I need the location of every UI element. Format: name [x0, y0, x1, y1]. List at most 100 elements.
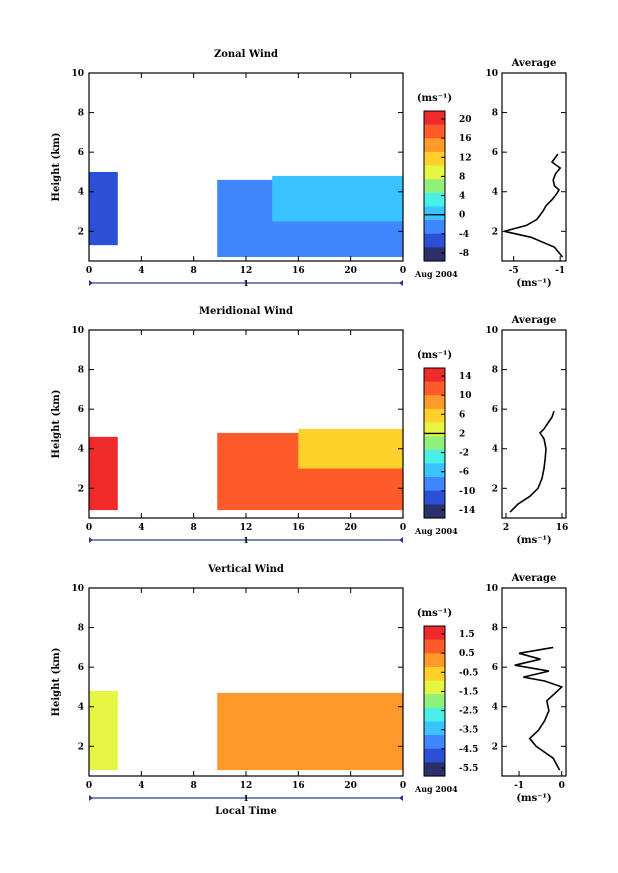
colorbar-band: [424, 388, 445, 396]
colorbar-tick-label: 10: [459, 391, 472, 401]
y-tick-label: 2: [78, 742, 84, 752]
colorbar-band: [424, 769, 445, 777]
colorbar-band: [424, 192, 445, 201]
y-tick-label: 6: [78, 663, 84, 673]
average-x-tick-label: 16: [556, 523, 569, 533]
average-y-tick-label: 6: [492, 405, 498, 415]
colorbar-band: [424, 111, 445, 119]
colorbar-band: [424, 755, 445, 763]
colorbar-band: [424, 735, 445, 743]
colorbar-band: [424, 694, 445, 702]
average-title: Average: [511, 315, 557, 326]
colorbar-band: [424, 449, 445, 458]
average-profile-line: [509, 410, 555, 513]
colorbar-band: [424, 443, 445, 451]
y-axis-label: Height (km): [51, 390, 62, 459]
colorbar-band: [424, 762, 445, 770]
panel-title: Meridional Wind: [199, 306, 293, 317]
x-tick-label: 8: [191, 266, 197, 276]
date-axis-marker: [399, 537, 403, 543]
colorbar-band: [424, 138, 445, 146]
colorbar-band: [424, 639, 445, 648]
date-day-label: 1: [243, 278, 249, 288]
date-axis-marker: [89, 280, 93, 286]
colorbar-tick-label: -2.5: [459, 707, 478, 717]
colorbar-frame: [423, 110, 446, 262]
x-tick-label: 12: [240, 781, 253, 791]
colorbar-band: [424, 646, 445, 654]
colorbar-band: [424, 226, 445, 235]
colorbar-tick-label: -8: [459, 249, 469, 259]
colorbar-band: [424, 220, 445, 228]
colorbar-band: [424, 714, 445, 723]
colorbar-tick-label: -1.5: [459, 687, 478, 697]
x-tick-label: 4: [138, 523, 144, 533]
colorbar-tick-label: -10: [459, 487, 475, 497]
colorbar-band: [424, 395, 445, 403]
y-tick-label: 10: [71, 326, 84, 336]
panel-title: Zonal Wind: [214, 49, 278, 60]
colorbar-band: [424, 660, 445, 668]
colorbar-tick-label: 0: [459, 211, 465, 221]
colorbar-band: [424, 422, 445, 430]
colorbar-band: [424, 504, 445, 512]
average-frame: [501, 587, 567, 777]
average-y-tick-label: 8: [492, 109, 498, 119]
data-block: [298, 428, 403, 469]
colorbar-tick-label: -4: [459, 230, 469, 240]
colorbar-band: [424, 408, 445, 417]
date-day-label: 1: [243, 793, 249, 803]
colorbar-band: [424, 381, 445, 390]
colorbar-band: [424, 701, 445, 709]
colorbar-tick-label: 1.5: [459, 630, 475, 640]
colorbar-band: [424, 456, 445, 465]
colorbar-band: [424, 117, 445, 126]
colorbar-tick-label: 16: [459, 134, 472, 144]
colorbar-band: [424, 145, 445, 153]
date-month-label: Aug 2004: [414, 269, 458, 279]
y-tick-label: 4: [78, 703, 84, 713]
colorbar-band: [424, 158, 445, 167]
x-tick-label: 0: [86, 781, 92, 791]
colorbar-tick-label: 12: [459, 153, 472, 163]
average-title: Average: [511, 58, 557, 69]
average-y-tick-label: 4: [492, 188, 498, 198]
colorbar-tick-label: -5.5: [459, 764, 478, 774]
colorbar-unit: (ms⁻¹): [417, 93, 452, 104]
colorbar-tick-label: -14: [459, 506, 475, 516]
x-tick-label: 20: [344, 266, 357, 276]
colorbar-frame: [423, 625, 446, 777]
y-tick-label: 10: [71, 69, 84, 79]
average-profile-line: [504, 153, 564, 258]
colorbar-band: [424, 666, 445, 675]
colorbar-band: [424, 511, 445, 519]
colorbar-band: [424, 463, 445, 471]
average-unit: (ms⁻¹): [516, 793, 551, 804]
date-axis-marker: [399, 795, 403, 801]
colorbar-band: [424, 741, 445, 750]
average-frame: [501, 329, 567, 519]
x-tick-label: 16: [292, 523, 305, 533]
x-tick-label: 4: [138, 781, 144, 791]
x-tick-label: 0: [400, 266, 406, 276]
x-tick-label: 16: [292, 266, 305, 276]
colorbar-band: [424, 728, 445, 736]
colorbar-band: [424, 497, 445, 505]
data-block: [89, 171, 118, 246]
average-y-tick-label: 10: [485, 584, 498, 594]
colorbar-tick-label: 14: [459, 372, 472, 382]
date-day-label: 1: [243, 535, 249, 545]
colorbar-unit: (ms⁻¹): [417, 350, 452, 361]
colorbar-tick-label: -2: [459, 449, 469, 459]
average-x-tick-label: -5: [509, 266, 519, 276]
x-tick-label: 4: [138, 266, 144, 276]
colorbar-band: [424, 172, 445, 180]
average-frame: [501, 72, 567, 262]
colorbar-band: [424, 186, 445, 194]
colorbar-tick-label: 8: [459, 172, 465, 182]
x-axis-label: Local Time: [215, 806, 277, 817]
colorbar-band: [424, 124, 445, 133]
average-profile-line: [514, 646, 564, 771]
